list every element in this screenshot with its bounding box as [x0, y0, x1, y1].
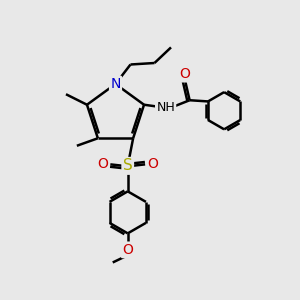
- Text: O: O: [98, 158, 108, 171]
- Text: O: O: [147, 158, 158, 171]
- Text: S: S: [123, 158, 133, 173]
- Text: NH: NH: [156, 101, 175, 114]
- Text: O: O: [122, 243, 133, 257]
- Text: N: N: [110, 77, 121, 91]
- Text: O: O: [180, 67, 190, 81]
